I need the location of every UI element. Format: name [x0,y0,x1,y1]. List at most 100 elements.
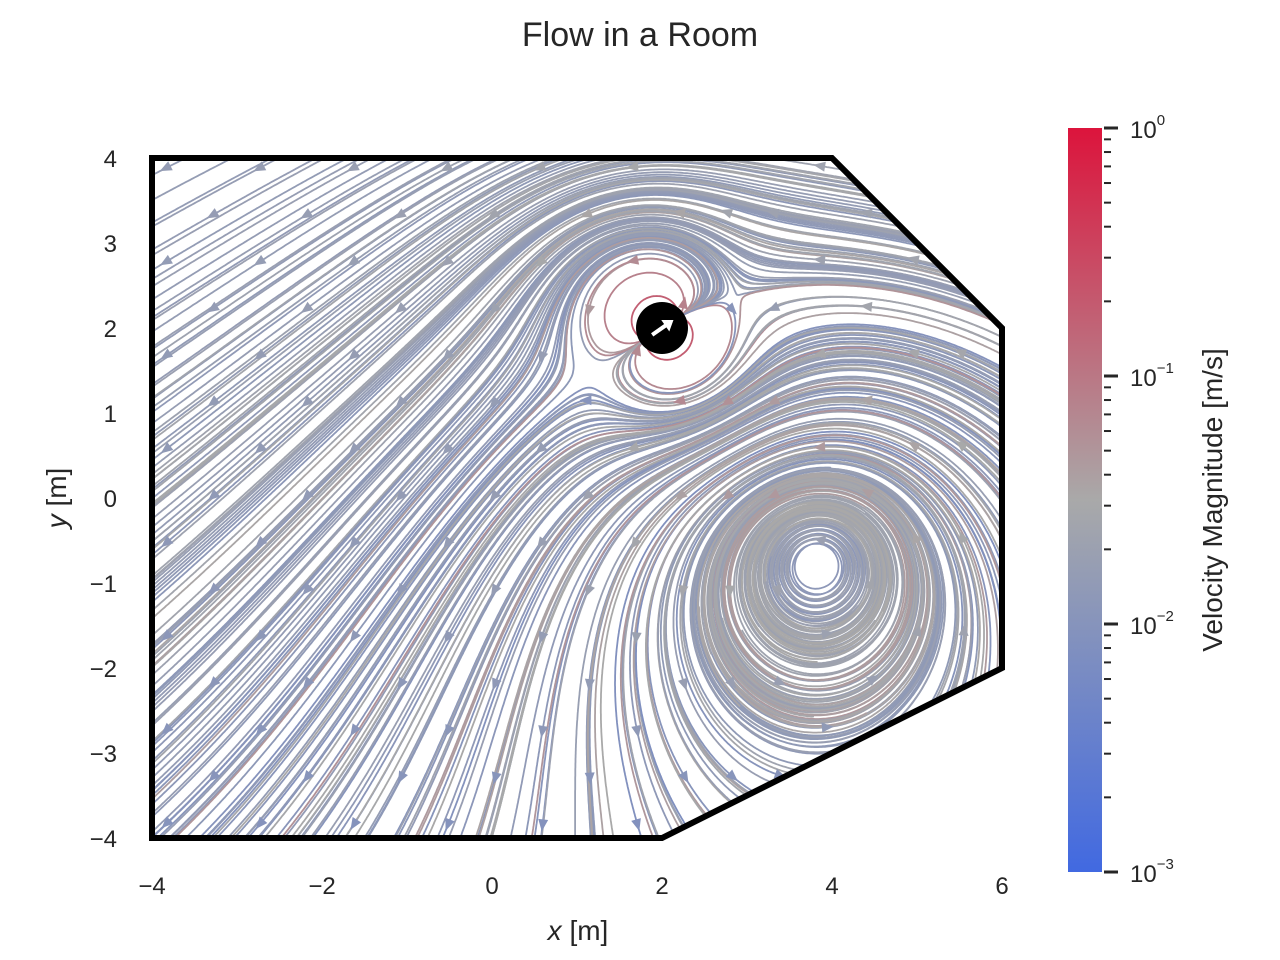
streamline [152,188,912,583]
streamline-arrow [720,208,734,219]
streamline [446,389,1002,838]
streamline [240,337,1002,838]
streamline [152,182,902,564]
streamline [152,204,940,640]
streamline-arrow [584,678,595,692]
streamline [152,158,241,203]
streamline [152,158,335,259]
streamline-arrow [207,395,221,407]
streamline [152,158,464,353]
streamline [152,211,953,670]
streamline-arrow [813,161,826,172]
streamline-arrow [346,161,360,172]
streamline [152,158,428,324]
streamline [212,328,1002,838]
streamline [679,460,960,774]
streamline-arrow [866,674,879,686]
streamline [152,158,610,464]
streamline-arrow [626,161,639,172]
streamline [152,165,872,510]
streamline [287,350,1002,838]
streamline [152,227,988,752]
streamline [614,430,1002,838]
streamline-arrow [442,348,455,362]
x-tick-label: −2 [308,873,335,900]
streamline [508,403,1002,838]
streamline [152,158,535,412]
streamline-arrow [440,161,454,172]
streamline-arrow [208,769,221,782]
streamline-arrow [767,395,781,405]
streamline-arrows [159,161,969,832]
y-tick-label: −3 [90,741,117,768]
streamline-arrow [725,585,735,598]
streamline [440,387,1002,838]
streamline-arrow [626,254,640,265]
streamline-arrow [678,584,689,598]
source-arrow-icon [651,319,674,337]
streamline [152,158,487,372]
streamline [663,454,968,797]
y-tick-label: 1 [104,401,117,428]
streamline-arrow [721,395,735,406]
streamline-arrow [302,582,315,596]
streamline [425,385,1002,838]
streamline [201,325,1002,838]
streamline-arrow [538,350,549,364]
streamline-arrow [585,583,595,597]
streamline [152,159,864,496]
streamline [619,434,1002,838]
streamline-arrow [677,296,688,310]
streamline [473,397,1002,838]
streamline [392,376,1002,838]
streamline-arrow [302,676,315,689]
colorbar-tick-label: 10−3 [1130,856,1174,888]
streamline [414,382,1002,838]
streamline-arrow [535,255,548,268]
streamline [152,158,542,417]
streamline [152,178,893,554]
colorbar-tick-label: 10−2 [1130,608,1174,640]
streamline-arrow [581,488,595,501]
streamline [152,217,968,704]
streamline-arrow [255,723,268,736]
streamline-arrow [538,725,549,738]
streamline-arrow [766,208,780,219]
streamline-arrow [207,301,220,313]
streamline [277,346,1002,838]
streamline-arrow [300,208,314,219]
streamline [226,331,1002,838]
streamline [523,406,1002,838]
streamline [152,197,928,615]
streamline [230,334,1002,838]
streamline [152,158,598,458]
streamline [152,227,992,746]
streamline [742,158,845,171]
streamline-arrow [349,629,361,643]
streamline-arrow [397,676,408,690]
streamline-arrow [813,441,826,452]
colorbar: 100 10−1 10−2 10−3 Velocity Magnitude [m/s] [1068,112,1228,888]
streamline-arrow [580,208,594,218]
streamline-arrow [673,394,686,405]
streamline [152,158,860,490]
streamline-arrow [813,536,827,546]
streamline-arrow [859,395,873,406]
colorbar-gradient [1068,128,1102,872]
streamline-arrow [958,623,969,637]
streamline-arrow [821,722,834,733]
source-marker [636,302,688,354]
streamline [152,158,567,437]
streamline-arrow [301,489,314,502]
x-axis-label: x [m] [546,915,609,946]
streamline-arrow [445,724,455,738]
streamline-arrow [721,488,735,501]
streamline-arrow [208,676,221,689]
streamline-arrow [813,255,826,266]
streamline [152,158,511,391]
y-tick-label: 3 [104,231,117,258]
colorbar-tick-label: 100 [1130,112,1165,144]
streamline [152,158,507,388]
streamline-arrow [959,531,969,545]
